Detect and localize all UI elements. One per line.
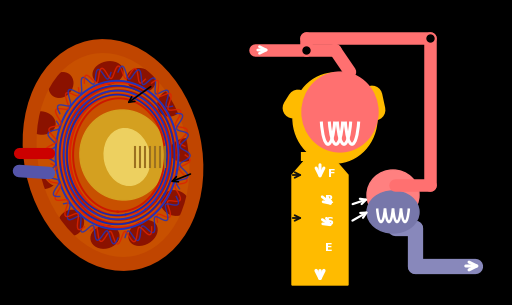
Ellipse shape (49, 73, 73, 97)
Ellipse shape (58, 210, 83, 236)
Ellipse shape (127, 69, 155, 91)
Ellipse shape (27, 112, 55, 134)
Ellipse shape (29, 45, 198, 265)
Ellipse shape (158, 90, 184, 116)
Ellipse shape (91, 226, 119, 248)
Ellipse shape (170, 139, 200, 161)
Ellipse shape (129, 221, 157, 245)
Ellipse shape (367, 170, 419, 220)
Ellipse shape (38, 144, 68, 186)
Ellipse shape (104, 129, 150, 185)
Ellipse shape (80, 110, 166, 200)
Ellipse shape (24, 40, 202, 270)
Text: R: R (325, 195, 333, 205)
Text: S: S (325, 217, 333, 227)
Ellipse shape (93, 62, 123, 84)
Text: F: F (328, 169, 335, 179)
Ellipse shape (302, 72, 378, 152)
Text: E: E (325, 243, 333, 253)
Ellipse shape (367, 191, 419, 233)
Polygon shape (292, 152, 348, 285)
Ellipse shape (161, 191, 189, 215)
Ellipse shape (31, 166, 58, 188)
Ellipse shape (293, 73, 377, 163)
